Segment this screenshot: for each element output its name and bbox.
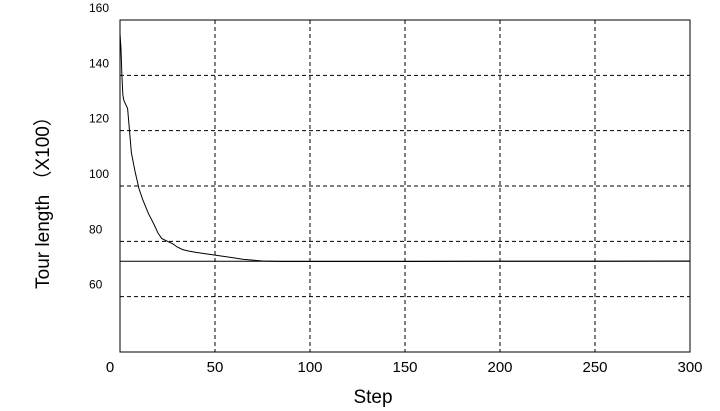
y-tick-labels: 60 80 100 120 140 160 bbox=[89, 1, 109, 292]
x-tick-label-0: 0 bbox=[106, 359, 114, 376]
y-tick-label-60: 60 bbox=[89, 278, 103, 292]
grid-lines bbox=[120, 20, 690, 352]
x-tick-labels: 0 50 100 150 200 250 300 bbox=[106, 359, 703, 376]
y-tick-label-100: 100 bbox=[89, 167, 109, 181]
x-tick-label-50: 50 bbox=[207, 359, 224, 376]
x-tick-label-200: 200 bbox=[487, 359, 512, 376]
x-tick-label-150: 150 bbox=[392, 359, 417, 376]
x-tick-label-300: 300 bbox=[677, 359, 702, 376]
y-tick-label-80: 80 bbox=[89, 222, 103, 236]
y-axis-title: Tour length （X100） bbox=[32, 107, 54, 289]
y-tick-label-160: 160 bbox=[89, 1, 109, 15]
x-tick-label-100: 100 bbox=[297, 359, 322, 376]
x-axis-title: Step bbox=[353, 387, 392, 408]
series-layer bbox=[119, 33, 691, 263]
y-tick-label-120: 120 bbox=[89, 112, 109, 126]
x-tick-label-250: 250 bbox=[582, 359, 607, 376]
plot-frame bbox=[119, 19, 691, 353]
y-tick-label-140: 140 bbox=[89, 56, 109, 70]
